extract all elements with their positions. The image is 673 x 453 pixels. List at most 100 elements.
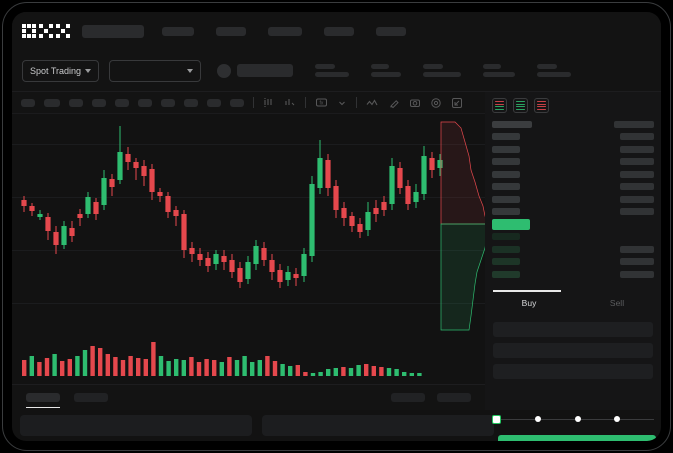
bottom-action-1[interactable] — [391, 393, 425, 402]
volume-bar-44 — [356, 365, 361, 376]
orderbook-mode-both-line-2 — [495, 106, 504, 108]
order-book-ask-row-6[interactable] — [492, 207, 654, 217]
volume-bar-35 — [288, 366, 293, 376]
toolbar-interval-9[interactable] — [207, 98, 221, 107]
order-book-bid-row-1[interactable] — [492, 244, 654, 254]
candle-body-0 — [21, 200, 27, 206]
gridline-0 — [12, 144, 485, 145]
tab-sell[interactable]: Sell — [573, 290, 661, 316]
toolbar-interval-10[interactable] — [230, 98, 244, 107]
order-book-ask-row-5[interactable] — [492, 194, 654, 204]
order-book-bid-row-0-price — [492, 233, 520, 240]
stat-24h-high-label — [423, 64, 444, 69]
order-book-spread-row[interactable] — [492, 218, 654, 230]
order-book-bid-row-2-price — [492, 258, 520, 265]
toolbar-divider — [356, 97, 357, 108]
stat-last-price-label — [315, 64, 336, 69]
toolbar-interval-4[interactable] — [92, 98, 106, 107]
order-book-ask-row-3[interactable] — [492, 169, 654, 179]
camera-icon[interactable] — [409, 97, 421, 109]
volume-bar-23 — [196, 362, 202, 376]
order-book-ask-row-1[interactable] — [492, 144, 654, 154]
step-4[interactable] — [614, 416, 621, 422]
stat-24h-change — [371, 64, 402, 77]
volume-bar-2 — [37, 362, 42, 376]
volume-bar-4 — [52, 354, 57, 376]
orderbook-mode-asks[interactable] — [534, 98, 549, 113]
volume-bar-7 — [75, 356, 80, 376]
order-book-ask-row-0[interactable] — [492, 132, 654, 142]
step-3[interactable] — [574, 416, 581, 422]
bottom-panel-assets[interactable] — [20, 415, 252, 436]
bottom-tab-open-orders[interactable] — [26, 393, 60, 408]
bottom-tab-active-underline — [26, 406, 60, 408]
depth-bid-area — [440, 223, 489, 331]
order-book-ask-row-4[interactable] — [492, 182, 654, 192]
bottom-panel-orders[interactable] — [262, 415, 494, 436]
order-book-bid-row-3[interactable] — [492, 269, 654, 279]
line-chart-icon[interactable] — [366, 98, 379, 108]
nav-item-1[interactable] — [162, 26, 194, 36]
eraser-icon[interactable] — [388, 97, 400, 109]
pair-name-skeleton — [237, 64, 294, 77]
tab-sell-label: Sell — [609, 298, 625, 308]
order-total-field[interactable] — [493, 364, 653, 379]
candle-body-14 — [133, 162, 139, 168]
market-type-select[interactable]: Spot Trading — [22, 59, 100, 82]
gridline-3 — [12, 303, 485, 304]
toolbar-interval-1[interactable] — [21, 98, 35, 107]
toolbar-interval-8[interactable] — [184, 98, 198, 107]
candle-body-38 — [325, 160, 331, 188]
pair-select[interactable] — [109, 59, 202, 82]
order-amount-field[interactable] — [493, 343, 653, 358]
orderbook-mode-bids[interactable] — [513, 98, 528, 113]
volume-bar-12 — [113, 357, 118, 376]
primary-cta-button[interactable] — [498, 435, 656, 441]
nav-item-2[interactable] — [216, 26, 246, 36]
header-nav — [162, 26, 428, 36]
order-price-field[interactable] — [493, 322, 653, 337]
nav-item-3[interactable] — [268, 26, 302, 36]
nav-item-5[interactable] — [376, 26, 406, 36]
stat-24h-change-label — [371, 64, 390, 69]
order-book-ask-row-2[interactable] — [492, 157, 654, 167]
toolbar-interval-3[interactable] — [69, 98, 83, 107]
candlestick-chart-icon[interactable] — [263, 97, 275, 108]
gridline-2 — [12, 250, 485, 251]
indicators-icon[interactable]: fx — [315, 97, 328, 108]
step-2[interactable] — [534, 416, 541, 422]
volume-bar-10 — [98, 348, 103, 376]
price-chart-panel[interactable] — [12, 114, 485, 384]
toolbar-interval-7[interactable] — [161, 98, 175, 107]
okx-logo-icon[interactable] — [22, 24, 70, 38]
toolbar-interval-5[interactable] — [115, 98, 129, 107]
order-book-header-row[interactable] — [492, 119, 654, 129]
active-tab-indicator — [493, 290, 561, 292]
toolbar-interval-6[interactable] — [138, 98, 152, 107]
order-book-ask-row-0-amount — [620, 133, 654, 140]
settings-icon[interactable] — [430, 97, 442, 109]
bottom-action-2[interactable] — [437, 393, 471, 402]
order-book-ask-row-0-price — [492, 133, 520, 140]
order-book-bid-row-0[interactable] — [492, 232, 654, 242]
candle-body-47 — [397, 168, 403, 188]
header-search-pill[interactable] — [82, 24, 144, 38]
step-1[interactable] — [492, 414, 501, 424]
orderbook-mode-bids-line-3 — [516, 108, 525, 110]
chart-type-dropdown-icon[interactable] — [284, 97, 296, 108]
nav-item-4[interactable] — [324, 26, 354, 36]
order-book-bid-row-3-price — [492, 270, 520, 278]
app-screen: Spot Trading fx — [12, 12, 661, 441]
toolbar-interval-2[interactable] — [44, 98, 60, 107]
tab-buy[interactable]: Buy — [485, 290, 573, 316]
orderbook-mode-both[interactable] — [492, 98, 507, 113]
stat-24h-low — [483, 64, 516, 77]
okx-logo-glyph-1 — [39, 24, 53, 38]
stat-24h-high — [423, 64, 462, 77]
orderbook-mode-asks-line-2 — [537, 106, 546, 108]
volume-bar-11 — [105, 354, 110, 376]
fullscreen-icon[interactable] — [451, 97, 463, 109]
order-book-bid-row-2[interactable] — [492, 257, 654, 267]
bottom-tab-order-history[interactable] — [74, 393, 108, 402]
chevron-down-icon[interactable] — [337, 98, 347, 108]
